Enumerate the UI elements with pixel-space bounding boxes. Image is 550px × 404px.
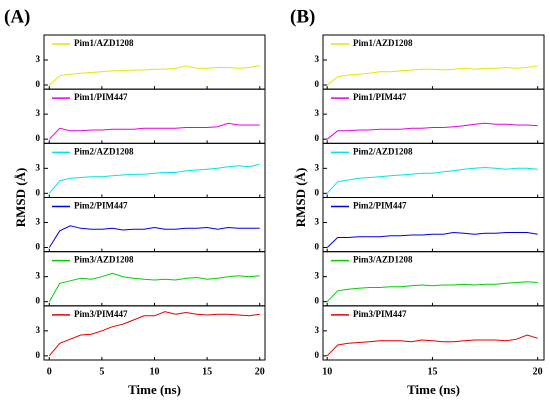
x-tick-label: 20 [533, 366, 543, 377]
rmsd-line [48, 122, 260, 140]
y-tick-label: 3 [315, 325, 320, 335]
legend-label: Pim3/PIM447 [353, 309, 407, 319]
y-tick-label: 0 [36, 79, 41, 89]
y-tick-label: 3 [315, 271, 320, 281]
x-axis-label: Time (ns) [407, 382, 460, 397]
x-tick-label: 5 [99, 366, 104, 377]
rmsd-line [326, 65, 538, 86]
y-tick-label: 3 [315, 162, 320, 172]
x-tick-label: 10 [150, 366, 160, 377]
y-tick-label: 0 [36, 296, 41, 306]
rmsd-line [326, 166, 538, 194]
y-tick-label: 3 [36, 108, 41, 118]
rmsd-line [48, 272, 260, 302]
legend-label: Pim1/PIM447 [353, 92, 407, 102]
y-tick-label: 0 [36, 187, 41, 197]
legend-label: Pim2/AZD1208 [353, 146, 413, 156]
rmsd-line [48, 163, 260, 194]
rmsd-line [48, 225, 260, 248]
legend-label: Pim3/AZD1208 [353, 255, 413, 265]
rmsd-line [326, 231, 538, 248]
legend-label: Pim3/AZD1208 [74, 255, 134, 265]
legend-label: Pim2/AZD1208 [74, 146, 134, 156]
rmsd-line [326, 334, 538, 357]
y-tick-label: 0 [315, 242, 320, 252]
y-tick-label: 0 [315, 187, 320, 197]
legend-label: Pim1/PIM447 [74, 92, 128, 102]
y-tick-label: 0 [315, 296, 320, 306]
x-tick-label: 10 [322, 366, 332, 377]
x-axis-label: Time (ns) [128, 382, 181, 397]
panel-label: (A) [4, 6, 30, 27]
x-tick-label: 15 [202, 366, 212, 377]
y-tick-label: 0 [315, 133, 320, 143]
y-tick-label: 3 [315, 108, 320, 118]
legend-label: Pim2/PIM447 [353, 201, 407, 211]
y-axis-label: RMSD (Å) [13, 168, 28, 228]
y-tick-label: 3 [315, 217, 320, 227]
rmsd-line [48, 311, 260, 357]
legend-label: Pim1/AZD1208 [353, 38, 413, 48]
y-tick-label: 0 [315, 350, 320, 360]
legend-label: Pim2/PIM447 [74, 201, 128, 211]
legend-label: Pim3/PIM447 [74, 309, 128, 319]
y-tick-label: 3 [315, 54, 320, 64]
y-axis-label: RMSD (Å) [293, 168, 308, 228]
y-tick-label: 3 [36, 162, 41, 172]
panel-label: (B) [290, 6, 315, 27]
y-tick-label: 3 [36, 54, 41, 64]
x-tick-label: 15 [427, 366, 437, 377]
rmsd-line [326, 122, 538, 140]
rmsd-line [48, 65, 260, 86]
y-tick-label: 3 [36, 325, 41, 335]
rmsd-line [326, 281, 538, 303]
y-tick-label: 0 [36, 350, 41, 360]
y-tick-label: 0 [36, 242, 41, 252]
subplot-frame [322, 305, 545, 361]
y-tick-label: 0 [36, 133, 41, 143]
legend-label: Pim1/AZD1208 [74, 38, 134, 48]
y-tick-label: 0 [315, 79, 320, 89]
x-tick-label: 0 [47, 366, 52, 377]
x-tick-label: 20 [255, 366, 265, 377]
y-tick-label: 3 [36, 271, 41, 281]
y-tick-label: 3 [36, 217, 41, 227]
